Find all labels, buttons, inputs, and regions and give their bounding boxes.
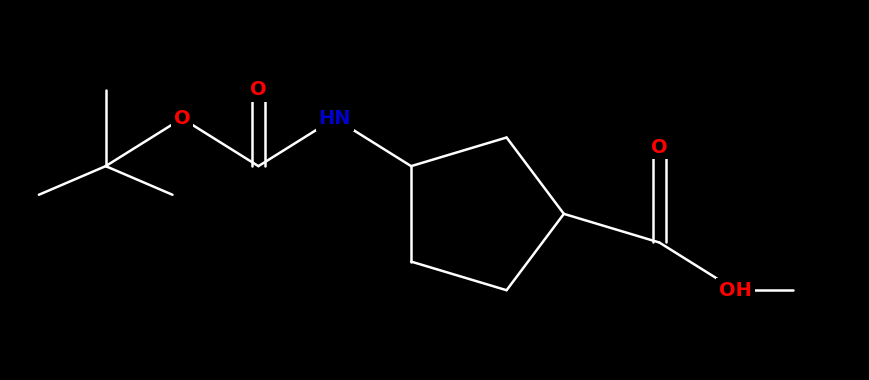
Text: O: O	[249, 80, 267, 99]
Text: OH: OH	[719, 281, 751, 300]
Text: HN: HN	[318, 109, 350, 128]
Text: O: O	[650, 138, 667, 157]
Text: O: O	[174, 109, 190, 128]
